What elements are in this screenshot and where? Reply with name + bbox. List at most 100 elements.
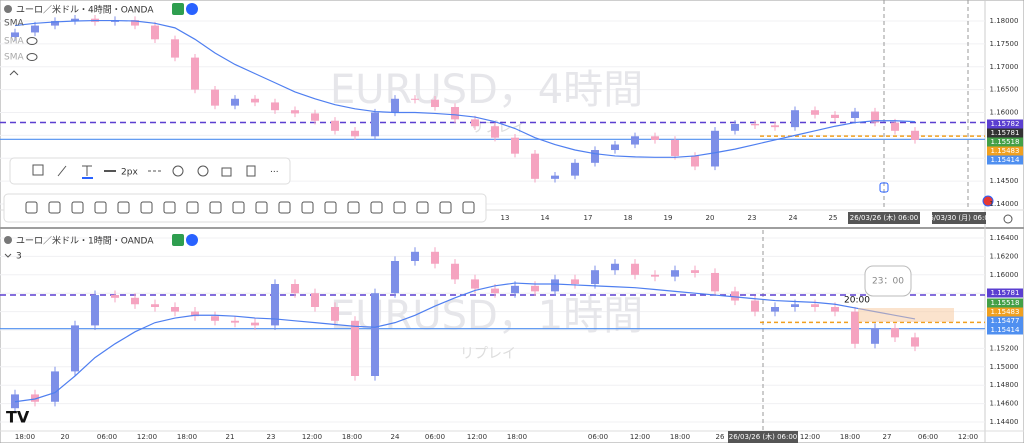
tool-button[interactable] [324, 201, 337, 214]
status-icon[interactable] [172, 3, 184, 15]
tool-button[interactable] [71, 201, 84, 214]
candle-body [271, 102, 279, 111]
price-tick-label: 1.14400 [990, 418, 1019, 426]
candle-body [751, 300, 759, 312]
tool-button[interactable] [209, 201, 222, 214]
tool-button[interactable] [246, 165, 256, 177]
price-label: 1.15414 [991, 156, 1020, 164]
time-tick-label: 13 [501, 214, 510, 222]
indicator-label[interactable]: SMA [4, 37, 24, 47]
candle-body [91, 295, 99, 326]
candle-body [771, 307, 779, 312]
candle-body [891, 328, 899, 338]
expand-icon[interactable] [4, 253, 12, 258]
tool-button[interactable] [232, 201, 245, 214]
candle-body [171, 307, 179, 312]
time-tick-label: 23 [267, 433, 276, 441]
candle-body [111, 295, 119, 298]
candle-body [491, 288, 499, 294]
tool-button[interactable] [301, 201, 314, 214]
candle-body [351, 320, 359, 376]
indicator-label[interactable]: SMA [4, 19, 24, 29]
time-tooltip [864, 265, 912, 297]
candle-body [231, 98, 239, 106]
tool-button[interactable] [347, 201, 360, 214]
candle-body [871, 111, 879, 123]
replay-handle[interactable] [879, 182, 889, 193]
tool-button[interactable] [57, 165, 67, 177]
candle-body [211, 89, 219, 106]
tool-button[interactable] [32, 164, 44, 176]
replay-watermark: リプレイ [460, 346, 516, 362]
collapse-icon[interactable] [9, 70, 19, 76]
moving-average [14, 282, 916, 403]
candle-body [571, 279, 579, 284]
time-tick-label: 12:00 [302, 433, 322, 441]
candle-body [551, 279, 559, 292]
tool-button[interactable] [117, 201, 130, 214]
price-tick-label: 1.16000 [990, 109, 1019, 117]
symbol-icon [4, 236, 12, 244]
tool-button[interactable] [163, 201, 176, 214]
tool-button[interactable] [462, 201, 475, 214]
candle-body [671, 139, 679, 156]
candle-body [331, 120, 339, 131]
collapsed-count[interactable]: 3 [16, 252, 22, 262]
candle-body [611, 144, 619, 151]
candle-body [51, 371, 59, 402]
more-button[interactable]: ··· [270, 168, 279, 178]
candle-body [391, 98, 399, 113]
candle-body [371, 293, 379, 376]
tool-button[interactable] [82, 165, 92, 176]
candle-body [511, 137, 519, 154]
candle-body [71, 18, 79, 21]
candle-body [851, 311, 859, 344]
candle-body [791, 110, 799, 128]
price-label: 1.15477 [991, 317, 1020, 325]
candle-body [431, 251, 439, 264]
price-label-box [987, 155, 1023, 165]
candle-body [71, 325, 79, 372]
settings-icon[interactable] [1003, 214, 1013, 224]
candle-body [511, 285, 519, 294]
replay-button[interactable] [186, 234, 198, 246]
candle-body [271, 284, 279, 326]
tool-button[interactable] [439, 201, 452, 214]
replay-button[interactable] [186, 3, 198, 15]
tool-button[interactable] [393, 201, 406, 214]
candle-body [571, 162, 579, 176]
candle-body [471, 279, 479, 289]
candle-body [831, 307, 839, 312]
visibility-icon[interactable] [26, 37, 38, 45]
logo: 𝗧𝗩 [6, 408, 30, 427]
time-tick-label: 06:00 [918, 433, 938, 441]
tool-button[interactable] [25, 201, 38, 214]
price-tick-label: 1.15000 [990, 363, 1019, 371]
candle-body [911, 130, 919, 140]
price-tick-label: 1.16400 [990, 234, 1019, 242]
candle-body [371, 112, 379, 137]
panel-title: ユーロ／米ドル・1時間・OANDA [16, 235, 154, 247]
tool-button[interactable] [172, 165, 184, 177]
price-tick-label: 1.16500 [990, 86, 1019, 94]
candle-body [211, 316, 219, 321]
tool-button[interactable] [94, 201, 107, 214]
tool-button[interactable] [221, 167, 232, 177]
candle-body [351, 130, 359, 137]
candle-body [631, 263, 639, 275]
tool-button[interactable] [255, 201, 268, 214]
tool-button[interactable] [416, 201, 429, 214]
tool-button[interactable] [48, 201, 61, 214]
visibility-icon[interactable] [26, 53, 38, 61]
tool-button[interactable] [186, 201, 199, 214]
tool-button[interactable] [197, 165, 209, 177]
line-width[interactable]: 2px [121, 168, 138, 178]
tool-button[interactable] [278, 201, 291, 214]
status-icon[interactable] [172, 234, 184, 246]
indicator-label[interactable]: SMA [4, 53, 24, 63]
candle-body [811, 304, 819, 307]
tool-button[interactable] [370, 201, 383, 214]
tool-button[interactable] [140, 201, 153, 214]
candle-body [691, 270, 699, 273]
alert-icon[interactable] [982, 195, 994, 207]
